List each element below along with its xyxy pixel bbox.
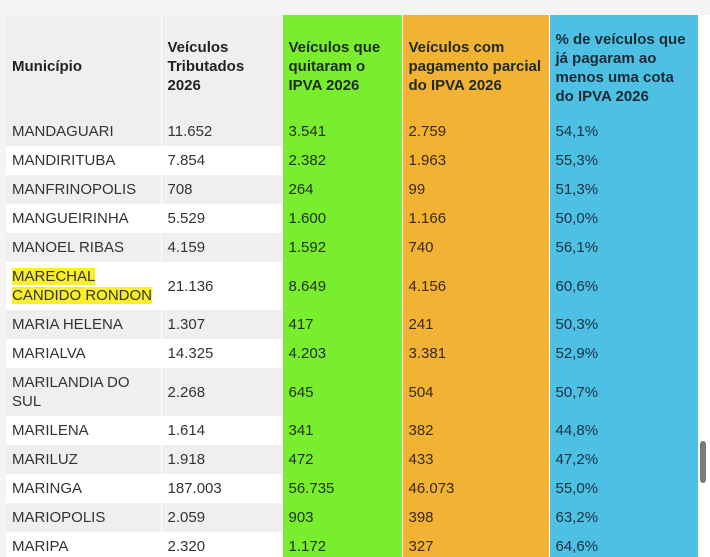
table-row: MANDAGUARI 11.652 3.541 2.759 54,1%: [6, 117, 698, 146]
cell-quitaram: 472: [282, 445, 403, 474]
header-percentual-pagaram: % de veículos que já pagaram ao menos um…: [549, 15, 698, 117]
cell-tributados: 1.307: [161, 310, 283, 339]
cell-percentual: 56,1%: [549, 233, 698, 262]
cell-quitaram: 264: [282, 175, 403, 204]
cell-parcial: 398: [402, 503, 550, 532]
table-body: MANDAGUARI 11.652 3.541 2.759 54,1% MANDIRITU…: [6, 117, 698, 557]
cell-municipio: MARIALVA: [6, 339, 162, 368]
cell-tributados: 14.325: [161, 339, 283, 368]
cell-quitaram: 903: [282, 503, 403, 532]
cell-percentual: 50,3%: [549, 310, 698, 339]
cell-percentual: 63,2%: [549, 503, 698, 532]
table-row: MARILENA 1.614 341 382 44,8%: [6, 416, 698, 445]
cell-parcial: 99: [402, 175, 550, 204]
cell-municipio: MANOEL RIBAS: [6, 233, 162, 262]
cell-tributados: 1.614: [161, 416, 283, 445]
cell-quitaram: 341: [282, 416, 403, 445]
cell-quitaram: 2.382: [282, 146, 403, 175]
table-row: MARINGA 187.003 56.735 46.073 55,0%: [6, 474, 698, 503]
cell-municipio: MARILUZ: [6, 445, 162, 474]
header-percentual-text: % de veículos que já pagaram ao menos um…: [555, 31, 686, 105]
cell-percentual: 51,3%: [549, 175, 698, 204]
cell-quitaram: 3.541: [282, 117, 403, 146]
highlighted-municipio: MARECHAL CANDIDO RONDON: [12, 268, 153, 304]
table-header-row: Município Veículos Tributados 2026 Veícu…: [6, 15, 698, 117]
cell-tributados: 2.320: [161, 532, 283, 557]
cell-tributados: 11.652: [161, 117, 283, 146]
cell-parcial: 1.166: [402, 204, 550, 233]
cell-percentual: 44,8%: [549, 416, 698, 445]
cell-parcial: 1.963: [402, 146, 550, 175]
cell-parcial: 46.073: [402, 474, 550, 503]
table-row: MANFRINOPOLIS 708 264 99 51,3%: [6, 175, 698, 204]
cell-percentual: 52,9%: [549, 339, 698, 368]
table-row: MARECHAL CANDIDO RONDON 21.136 8.649 4.156 6…: [6, 262, 698, 310]
cell-quitaram: 645: [282, 368, 403, 416]
cell-tributados: 2.059: [161, 503, 283, 532]
cell-parcial: 327: [402, 532, 550, 557]
table-row: MARIPA 2.320 1.172 327 64,6%: [6, 532, 698, 557]
cell-percentual: 55,3%: [549, 146, 698, 175]
cell-percentual: 50,0%: [549, 204, 698, 233]
cell-quitaram: 417: [282, 310, 403, 339]
header-veiculos-quitaram: Veículos que quitaram o IPVA 2026: [282, 15, 403, 117]
table-row: MARIOPOLIS 2.059 903 398 63,2%: [6, 503, 698, 532]
cell-parcial: 3.381: [402, 339, 550, 368]
cell-tributados: 21.136: [161, 262, 283, 310]
cell-percentual: 47,2%: [549, 445, 698, 474]
cell-municipio: MARIA HELENA: [6, 310, 162, 339]
cell-municipio: MANDIRITUBA: [6, 146, 162, 175]
cell-quitaram: 4.203: [282, 339, 403, 368]
cell-quitaram: 1.600: [282, 204, 403, 233]
ipva-table-container: Município Veículos Tributados 2026 Veícu…: [6, 15, 698, 557]
cell-tributados: 708: [161, 175, 283, 204]
cell-tributados: 5.529: [161, 204, 283, 233]
table-row: MANOEL RIBAS 4.159 1.592 740 56,1%: [6, 233, 698, 262]
table-row: MANDIRITUBA 7.854 2.382 1.963 55,3%: [6, 146, 698, 175]
cell-municipio: MARECHAL CANDIDO RONDON: [6, 262, 162, 310]
cell-parcial: 241: [402, 310, 550, 339]
table-row: MANGUEIRINHA 5.529 1.600 1.166 50,0%: [6, 204, 698, 233]
cell-municipio: MANGUEIRINHA: [6, 204, 162, 233]
scrollbar-thumb[interactable]: [700, 441, 706, 483]
ipva-table: Município Veículos Tributados 2026 Veícu…: [6, 15, 698, 557]
cell-parcial: 4.156: [402, 262, 550, 310]
cell-quitaram: 56.735: [282, 474, 403, 503]
cell-percentual: 64,6%: [549, 532, 698, 557]
cell-tributados: 4.159: [161, 233, 283, 262]
cell-parcial: 504: [402, 368, 550, 416]
cell-municipio: MARILENA: [6, 416, 162, 445]
page-right-margin: [698, 15, 710, 557]
cell-municipio: MANFRINOPOLIS: [6, 175, 162, 204]
cell-parcial: 433: [402, 445, 550, 474]
table-row: MARIA HELENA 1.307 417 241 50,3%: [6, 310, 698, 339]
cell-tributados: 1.918: [161, 445, 283, 474]
table-row: MARILANDIA DO SUL 2.268 645 504 50,7%: [6, 368, 698, 416]
cell-municipio: MARINGA: [6, 474, 162, 503]
cell-quitaram: 8.649: [282, 262, 403, 310]
cell-quitaram: 1.172: [282, 532, 403, 557]
table-row: MARILUZ 1.918 472 433 47,2%: [6, 445, 698, 474]
cell-municipio: MANDAGUARI: [6, 117, 162, 146]
cell-percentual: 55,0%: [549, 474, 698, 503]
cell-municipio: MARILANDIA DO SUL: [6, 368, 162, 416]
cell-tributados: 2.268: [161, 368, 283, 416]
cell-tributados: 7.854: [161, 146, 283, 175]
cell-quitaram: 1.592: [282, 233, 403, 262]
cell-parcial: 382: [402, 416, 550, 445]
cell-percentual: 54,1%: [549, 117, 698, 146]
cell-parcial: 2.759: [402, 117, 550, 146]
cell-parcial: 740: [402, 233, 550, 262]
header-veiculos-tributados: Veículos Tributados 2026: [161, 15, 283, 117]
header-pagamento-parcial: Veículos com pagamento parcial do IPVA 2…: [402, 15, 550, 117]
header-municipio: Município: [6, 15, 162, 117]
cell-percentual: 50,7%: [549, 368, 698, 416]
table-row: MARIALVA 14.325 4.203 3.381 52,9%: [6, 339, 698, 368]
cell-percentual: 60,6%: [549, 262, 698, 310]
cell-municipio: MARIPA: [6, 532, 162, 557]
cell-municipio: MARIOPOLIS: [6, 503, 162, 532]
cell-tributados: 187.003: [161, 474, 283, 503]
